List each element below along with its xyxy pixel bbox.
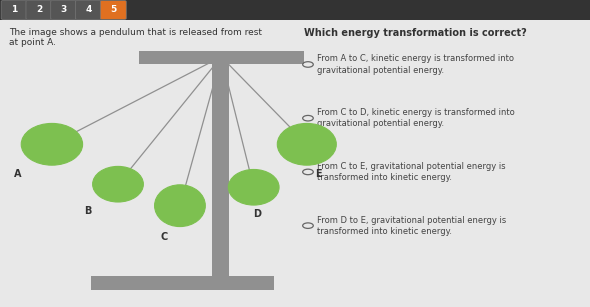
- Text: 4: 4: [86, 6, 91, 14]
- FancyBboxPatch shape: [100, 1, 126, 19]
- Text: A: A: [14, 169, 21, 179]
- Ellipse shape: [93, 166, 143, 202]
- Text: Which energy transformation is correct?: Which energy transformation is correct?: [304, 28, 527, 38]
- Ellipse shape: [277, 123, 336, 165]
- Text: C: C: [160, 232, 168, 242]
- Text: 5: 5: [110, 6, 116, 14]
- FancyBboxPatch shape: [51, 1, 77, 19]
- FancyBboxPatch shape: [1, 1, 27, 19]
- FancyBboxPatch shape: [76, 1, 101, 19]
- Text: From C to D, kinetic energy is transformed into
gravitational potential energy.: From C to D, kinetic energy is transform…: [317, 108, 515, 128]
- Text: From D to E, gravitational potential energy is
transformed into kinetic energy.: From D to E, gravitational potential ene…: [317, 216, 507, 236]
- Text: The image shows a pendulum that is released from rest
at point A.: The image shows a pendulum that is relea…: [9, 28, 262, 47]
- Ellipse shape: [155, 185, 205, 227]
- Text: From A to C, kinetic energy is transformed into
gravitational potential energy.: From A to C, kinetic energy is transform…: [317, 54, 514, 75]
- Bar: [139, 51, 304, 64]
- Text: 3: 3: [61, 6, 67, 14]
- Bar: [212, 63, 229, 278]
- Ellipse shape: [228, 169, 279, 205]
- Ellipse shape: [21, 123, 83, 165]
- FancyBboxPatch shape: [26, 1, 52, 19]
- Text: B: B: [84, 206, 91, 216]
- Text: 2: 2: [36, 6, 42, 14]
- Bar: [0, 0, 590, 20]
- Bar: [91, 276, 274, 290]
- Text: D: D: [253, 209, 261, 220]
- Text: 1: 1: [11, 6, 17, 14]
- Text: From C to E, gravitational potential energy is
transformed into kinetic energy.: From C to E, gravitational potential ene…: [317, 162, 506, 182]
- Text: E: E: [315, 169, 322, 179]
